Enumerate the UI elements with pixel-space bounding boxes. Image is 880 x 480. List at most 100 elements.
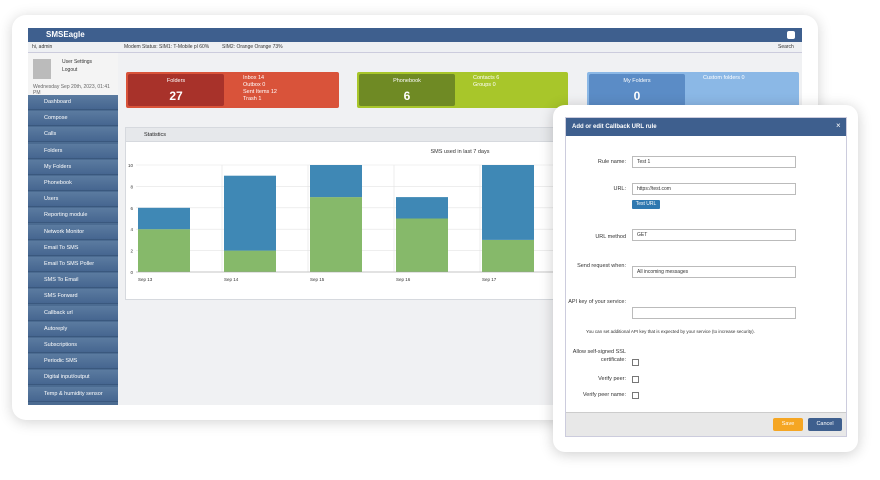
menu-item[interactable]: Compose: [28, 111, 118, 127]
bar-segment: [310, 165, 362, 198]
save-button[interactable]: Save: [773, 418, 803, 431]
api-key-input[interactable]: [632, 307, 796, 319]
test-url-button[interactable]: Test URL: [632, 200, 660, 209]
label: API key of your service:: [568, 299, 626, 305]
menu-item[interactable]: Autoreply: [28, 321, 118, 337]
x-tick-label: Sep 16: [396, 277, 411, 282]
menu-item[interactable]: Periodic SMS: [28, 354, 118, 370]
date: Wednesday Sep 20th, 2023, 01:41 PM: [33, 84, 110, 96]
detail: Trash 1: [243, 96, 262, 102]
send-select[interactable]: All incoming messages: [632, 266, 796, 278]
modem-status: Modem Status: SIM1: T-Mobile pl 60%: [124, 44, 210, 50]
tile-summary: Folders 27: [128, 74, 224, 106]
menu-item[interactable]: Phonebook: [28, 176, 118, 191]
ssl-checkbox[interactable]: [632, 359, 639, 366]
menu-item[interactable]: Temp & humidity sensor: [28, 386, 118, 402]
label: Verify peer:: [598, 376, 626, 382]
tile[interactable]: Phonebook 6 Contacts 6 Groups 0: [357, 72, 568, 108]
y-tick-label: 0: [130, 270, 133, 275]
detail: Sent Items 12: [243, 89, 277, 95]
close-button[interactable]: ×: [836, 121, 841, 130]
panel-header: Statistics: [125, 127, 575, 142]
peer-name-checkbox[interactable]: [632, 392, 639, 399]
menu-item[interactable]: Dashboard: [28, 95, 118, 110]
status-bar: hi, admin Modem Status: SIM1: T-Mobile p…: [28, 42, 802, 53]
tile-title: Phonebook: [393, 78, 421, 84]
detail: Outbox 0: [243, 82, 266, 88]
cancel-button[interactable]: Cancel: [808, 418, 842, 431]
bar-segment: [396, 197, 448, 219]
detail: Custom folders 0: [703, 75, 745, 81]
menu-item[interactable]: Subscriptions: [28, 338, 118, 353]
menu-item[interactable]: Callback url: [28, 305, 118, 321]
menu-item[interactable]: Folders: [28, 143, 118, 159]
bar-segment: [224, 250, 276, 272]
tile-details: Custom folders 0: [703, 75, 745, 82]
menu-item[interactable]: Reporting module: [28, 208, 118, 224]
modal: Add or edit Callback URL rule × Rule nam…: [565, 117, 847, 437]
tile-value: 0: [633, 89, 641, 103]
chart: SMS used in last 7 days 0 2 4 6 8 10 Sep 13 Sep…: [128, 149, 555, 282]
notification-icon[interactable]: [787, 31, 795, 39]
menu-item[interactable]: My Folders: [28, 159, 118, 175]
x-tick-label: Sep 15: [310, 277, 325, 282]
x-tick-label: Sep 17: [482, 277, 497, 282]
panel-title: Statistics: [144, 132, 167, 138]
tile[interactable]: Folders 27 Inbox 14 Outbox 0 Sent Items 12 T…: [126, 72, 339, 108]
tile-title: My Folders: [623, 78, 651, 84]
tile-details: Contacts 6 Groups 0: [473, 75, 499, 89]
tile-summary: My Folders 0: [589, 74, 685, 106]
menu-item[interactable]: Digital input/output: [28, 370, 118, 386]
detail: Inbox 14: [243, 75, 265, 81]
bar-segment: [482, 239, 534, 272]
app-header: SMSEagle: [28, 28, 802, 42]
sim2-status: SIM2: Orange Orange 73%: [222, 44, 283, 50]
menu-item[interactable]: Calls: [28, 127, 118, 143]
peer-checkbox[interactable]: [632, 376, 639, 383]
y-tick-label: 2: [130, 249, 133, 254]
rule-name-input[interactable]: Test 1: [632, 156, 796, 168]
menu-item[interactable]: Users: [28, 192, 118, 208]
bar-segment: [482, 165, 534, 240]
method-select[interactable]: GET: [632, 229, 796, 241]
tile-value: 6: [403, 89, 411, 103]
bar-segment: [224, 175, 276, 251]
menu-item[interactable]: Network Monitor: [28, 224, 118, 240]
bar-segment: [138, 229, 190, 272]
y-tick-label: 6: [130, 206, 133, 211]
avatar: [33, 59, 51, 79]
menu-item[interactable]: Email To SMS Poller: [28, 257, 118, 272]
detail: Groups 0: [473, 82, 496, 88]
label: Verify peer name:: [582, 392, 626, 398]
modal-title-text: Add or edit Callback URL rule: [572, 124, 657, 130]
tile-summary: Phonebook 6: [359, 74, 455, 106]
logout[interactable]: Logout: [62, 67, 78, 73]
label: URL method: [595, 234, 626, 240]
y-tick-label: 4: [130, 227, 133, 232]
modal-footer: Save Cancel: [566, 412, 846, 436]
menu-item[interactable]: SMS To Email: [28, 273, 118, 289]
modal-title: Add or edit Callback URL rule: [566, 118, 846, 136]
help-text: You can set additional API key that is e…: [586, 329, 755, 334]
brand: SMSEagle: [46, 30, 85, 39]
label: Rule name:: [597, 159, 626, 165]
search[interactable]: Search: [778, 44, 794, 50]
bar-segment: [396, 218, 448, 272]
x-tick-label: Sep 14: [224, 277, 239, 282]
user-greeting: hi, admin: [32, 44, 53, 50]
y-tick-label: 8: [130, 184, 133, 189]
chart-title: SMS used in last 7 days: [430, 149, 489, 155]
bar-segment: [138, 207, 190, 230]
user-settings[interactable]: User Settings: [62, 59, 93, 65]
label: Allow self-signed SSL certificate:: [572, 349, 626, 363]
menu-item[interactable]: SMS Forward: [28, 289, 118, 305]
url-input[interactable]: https://test.com: [632, 183, 796, 195]
y-tick-label: 10: [128, 163, 134, 168]
tile-value: 27: [169, 89, 183, 103]
detail: Contacts 6: [473, 75, 500, 81]
tile-details: Inbox 14 Outbox 0 Sent Items 12 Trash 1: [243, 75, 277, 103]
menu-item[interactable]: Email To SMS: [28, 240, 118, 256]
x-tick-label: Sep 13: [138, 277, 153, 282]
tile[interactable]: My Folders 0 Custom folders 0: [587, 72, 799, 108]
